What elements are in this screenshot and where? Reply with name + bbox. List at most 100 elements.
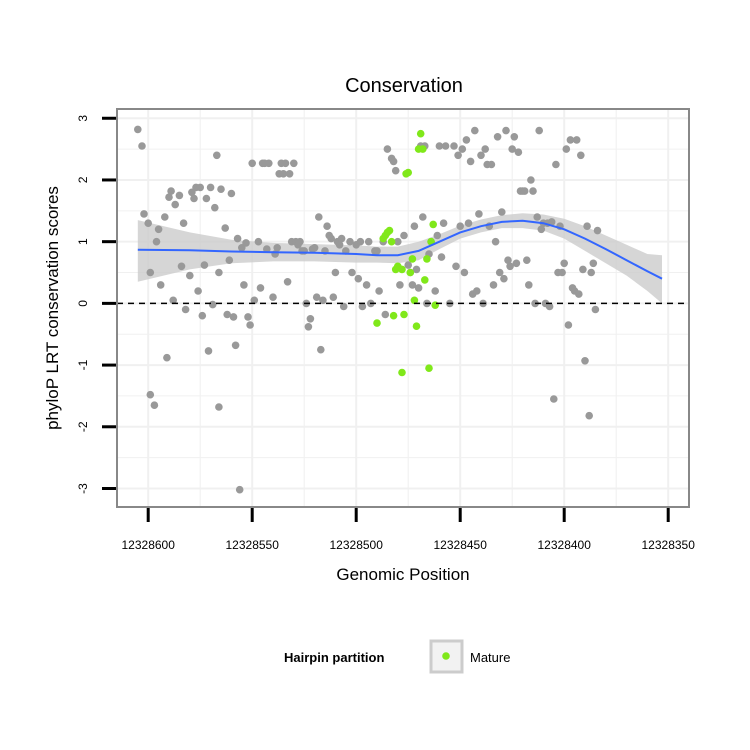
point-other-182	[550, 395, 558, 403]
point-other-170	[525, 281, 533, 289]
point-other-141	[464, 219, 473, 227]
point-other-175	[535, 126, 543, 135]
point-other-152	[487, 160, 496, 169]
point-other-127	[431, 287, 440, 295]
point-other-95	[348, 268, 356, 277]
point-other-11	[163, 353, 171, 362]
panel-background	[117, 109, 689, 507]
point-other-202	[591, 305, 600, 314]
point-other-183	[552, 160, 560, 169]
point-other-12	[165, 193, 173, 201]
legend-label-mature: Mature	[470, 650, 510, 665]
point-other-193	[572, 136, 581, 144]
point-other-149	[481, 145, 490, 153]
point-other-38	[223, 310, 231, 319]
point-other-101	[364, 237, 373, 246]
point-other-134	[450, 142, 458, 150]
point-other-132	[441, 142, 450, 150]
point-other-105	[375, 287, 383, 295]
point-other-100	[362, 281, 371, 289]
confidence-band-layer	[137, 213, 663, 304]
point-other-37	[221, 224, 229, 232]
x-axis: 12328600 12328550 12328500 12328450 12328400…	[122, 508, 695, 552]
point-other-13	[167, 187, 175, 195]
point-other-145	[473, 287, 481, 295]
point-other-194	[575, 290, 583, 298]
point-other-137	[456, 222, 465, 230]
point-mature-6	[389, 311, 398, 320]
point-other-25	[196, 183, 204, 192]
point-other-162	[508, 145, 516, 153]
point-mature-17	[412, 322, 421, 331]
point-other-86	[327, 234, 336, 243]
y-axis-title: phyloP LRT conservation scores	[43, 186, 62, 430]
point-other-50	[248, 159, 256, 168]
point-other-66	[285, 170, 294, 178]
point-other-164	[512, 259, 521, 268]
point-other-163	[510, 133, 519, 141]
x-axis-title: Genomic Position	[336, 565, 469, 584]
point-other-46	[240, 281, 248, 289]
point-mature-23	[425, 364, 433, 373]
point-other-169	[523, 256, 531, 265]
point-other-131	[439, 219, 448, 227]
point-other-84	[323, 222, 331, 230]
point-other-14	[169, 296, 177, 305]
y-tick-label-0: -3	[76, 483, 90, 494]
point-other-195	[577, 151, 585, 160]
point-other-190	[566, 136, 575, 144]
legend-key-mature-dot	[442, 652, 450, 660]
point-mature-22	[423, 255, 431, 263]
point-mature-20	[419, 145, 427, 153]
point-other-53	[256, 284, 265, 292]
point-other-160	[504, 256, 512, 265]
point-other-203	[593, 226, 602, 235]
point-other-2	[140, 210, 148, 218]
legend-title: Hairpin partition	[284, 650, 384, 665]
point-other-47	[242, 239, 250, 247]
point-other-172	[529, 187, 537, 195]
point-other-65	[283, 278, 292, 286]
point-other-198	[583, 222, 591, 230]
point-other-158	[500, 274, 508, 283]
point-other-42	[231, 341, 240, 350]
plot-panel	[116, 108, 690, 508]
point-other-159	[502, 126, 510, 135]
point-mature-4	[385, 226, 394, 235]
point-other-98	[356, 237, 365, 246]
point-other-8	[154, 225, 163, 234]
point-other-52	[254, 237, 263, 246]
point-other-6	[150, 401, 159, 410]
point-other-36	[217, 185, 225, 193]
point-other-110	[389, 157, 398, 166]
x-tick-label-3: 12328450	[434, 538, 488, 552]
point-other-115	[404, 261, 413, 269]
point-other-197	[581, 357, 589, 365]
point-other-75	[304, 323, 313, 331]
point-other-176	[537, 225, 546, 234]
point-other-56	[263, 245, 271, 253]
point-other-40	[227, 189, 236, 198]
x-tick-label-1: 12328550	[226, 538, 280, 552]
point-other-196	[579, 265, 587, 274]
point-other-44	[235, 485, 244, 494]
point-other-120	[414, 284, 423, 292]
point-other-17	[177, 262, 186, 271]
point-other-76	[306, 315, 315, 323]
point-other-107	[381, 310, 390, 319]
point-other-88	[331, 268, 340, 277]
point-other-29	[204, 347, 213, 355]
point-other-112	[394, 237, 402, 246]
y-tick-label-1: -2	[76, 421, 90, 432]
point-other-188	[562, 145, 571, 153]
point-other-24	[194, 287, 202, 295]
point-other-43	[233, 234, 242, 243]
point-other-139	[460, 268, 469, 277]
point-other-51	[250, 296, 259, 305]
point-other-180	[545, 302, 554, 311]
y-tick-label-6: 3	[76, 115, 90, 122]
point-other-140	[462, 136, 471, 144]
point-other-18	[179, 219, 188, 227]
point-other-156	[495, 268, 504, 277]
